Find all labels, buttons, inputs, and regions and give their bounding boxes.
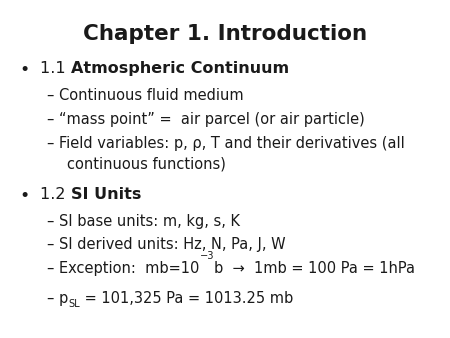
Text: – Field variables: p, ρ, T and their derivatives (all: – Field variables: p, ρ, T and their der… [47, 136, 405, 151]
Text: −3: −3 [200, 251, 214, 262]
Text: – SI base units: m, kg, s, K: – SI base units: m, kg, s, K [47, 214, 240, 228]
Text: 1.1: 1.1 [40, 61, 71, 76]
Text: SI Units: SI Units [71, 187, 141, 201]
Text: •: • [19, 61, 29, 79]
Text: continuous functions): continuous functions) [67, 156, 225, 171]
Text: – SI derived units: Hz, N, Pa, J, W: – SI derived units: Hz, N, Pa, J, W [47, 237, 286, 252]
Text: Atmospheric Continuum: Atmospheric Continuum [71, 61, 289, 76]
Text: – p: – p [47, 291, 68, 306]
Text: – “mass point” =  air parcel (or air particle): – “mass point” = air parcel (or air part… [47, 112, 365, 126]
Text: = 101,325 Pa = 1013.25 mb: = 101,325 Pa = 1013.25 mb [80, 291, 293, 306]
Text: – Exception:  mb=10: – Exception: mb=10 [47, 261, 200, 276]
Text: b  →  1mb = 100 Pa = 1hPa: b → 1mb = 100 Pa = 1hPa [214, 261, 415, 276]
Text: 1.2: 1.2 [40, 187, 71, 201]
Text: •: • [19, 187, 29, 204]
Text: SL: SL [68, 299, 80, 310]
Text: – Continuous fluid medium: – Continuous fluid medium [47, 88, 244, 103]
Text: Chapter 1. Introduction: Chapter 1. Introduction [83, 24, 367, 44]
